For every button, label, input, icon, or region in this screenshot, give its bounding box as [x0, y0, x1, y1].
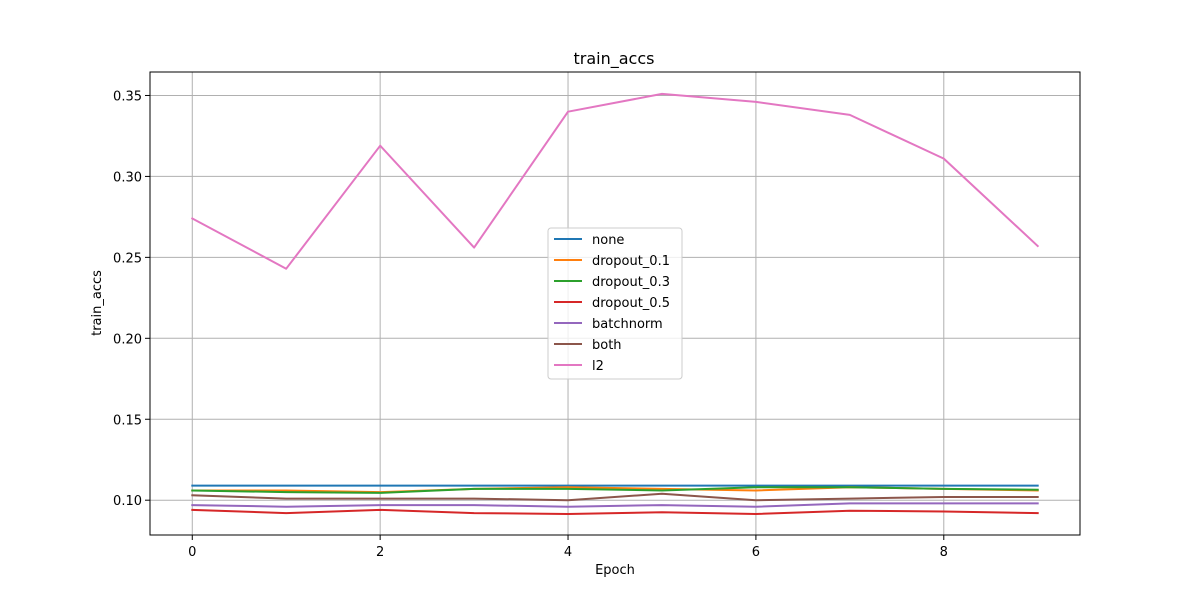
chart-title: train_accs: [574, 49, 655, 69]
series-line-batchnorm: [191, 502, 1039, 508]
y-axis-ticks: 0.10 0.15 0.20 0.25 0.30 0.35: [113, 89, 150, 509]
y-tick-label: 0.10: [113, 494, 142, 509]
x-tick-label: 6: [752, 545, 760, 560]
plot-area-frame: [149, 71, 1081, 536]
y-tick-label: 0.30: [113, 170, 142, 185]
y-tick-label: 0.25: [113, 251, 142, 266]
legend-label: dropout_0.3: [592, 275, 670, 290]
series-line-l2: [190, 92, 1040, 270]
x-axis-label: Epoch: [595, 563, 635, 578]
legend-label: none: [592, 233, 624, 248]
series-line-dropout-0-5: [191, 508, 1039, 515]
y-axis-label: train_accs: [90, 270, 105, 336]
y-tick-label: 0.15: [113, 413, 142, 428]
series-lines: [190, 92, 1040, 515]
legend-label: both: [592, 338, 622, 353]
series-line-dropout-0-3: [191, 486, 1039, 494]
series-line-both: [191, 492, 1039, 502]
legend-label: batchnorm: [592, 317, 663, 332]
legend-label: dropout_0.1: [592, 254, 670, 269]
x-tick-label: 4: [564, 545, 572, 560]
y-tick-label: 0.20: [113, 332, 142, 347]
x-tick-label: 8: [940, 545, 948, 560]
legend: none dropout_0.1 dropout_0.3 dropout_0.5bat…: [547, 227, 683, 380]
legend-box: [547, 227, 683, 380]
x-axis-ticks: 0 2 4 6 8: [188, 535, 948, 560]
legend-label: l2: [592, 359, 604, 374]
x-tick-label: 0: [188, 545, 196, 560]
x-tick-label: 2: [376, 545, 384, 560]
y-tick-label: 0.35: [113, 89, 142, 104]
legend-label: dropout_0.5: [592, 296, 670, 311]
